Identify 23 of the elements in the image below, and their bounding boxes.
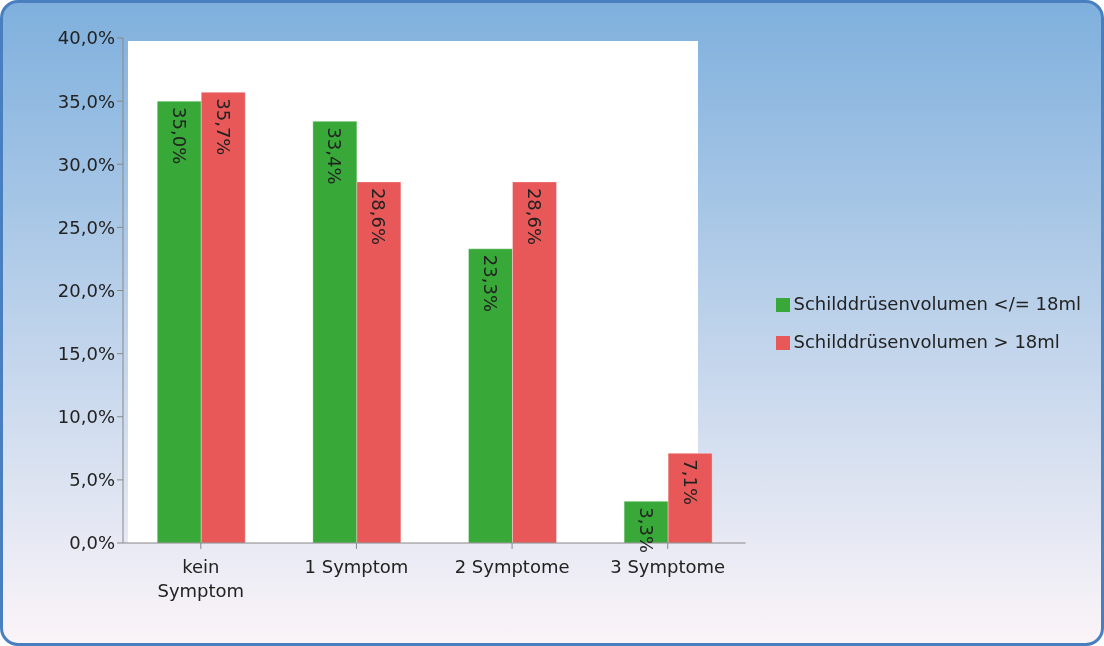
data-label: 28,6% [368,187,390,246]
x-tick-label: 3 Symptome [610,556,726,577]
data-label: 23,3% [480,254,501,313]
y-tick-label: 10,0% [57,406,115,428]
x-tick-label: kein Symptom [157,556,245,601]
y-tick-label: 5,0% [69,469,115,491]
data-label: 28,6% [524,187,545,246]
x-tick-label: 2 Symptome [454,556,570,577]
data-label: 7,1% [679,459,701,506]
y-tick-label: 30,0% [57,153,115,175]
data-label: 35,0% [168,107,190,165]
y-tick-label: 15,0% [57,343,115,365]
data-label: 3,3% [635,507,657,554]
legend-label: Schilddrüsenvolumen > 18ml [793,331,1060,352]
data-label: 35,7% [212,98,234,156]
y-tick-label: 25,0% [57,216,115,238]
data-label: 33,4% [324,127,346,185]
y-tick-label: 35,0% [57,90,115,112]
y-tick-label: 40,0% [57,27,115,49]
y-tick-label: 0,0% [69,532,115,554]
x-tick-label: 1 Symptom [304,556,409,577]
legend-label: Schilddrüsenvolumen </= 18ml [793,293,1081,314]
y-tick-label: 20,0% [57,279,115,301]
